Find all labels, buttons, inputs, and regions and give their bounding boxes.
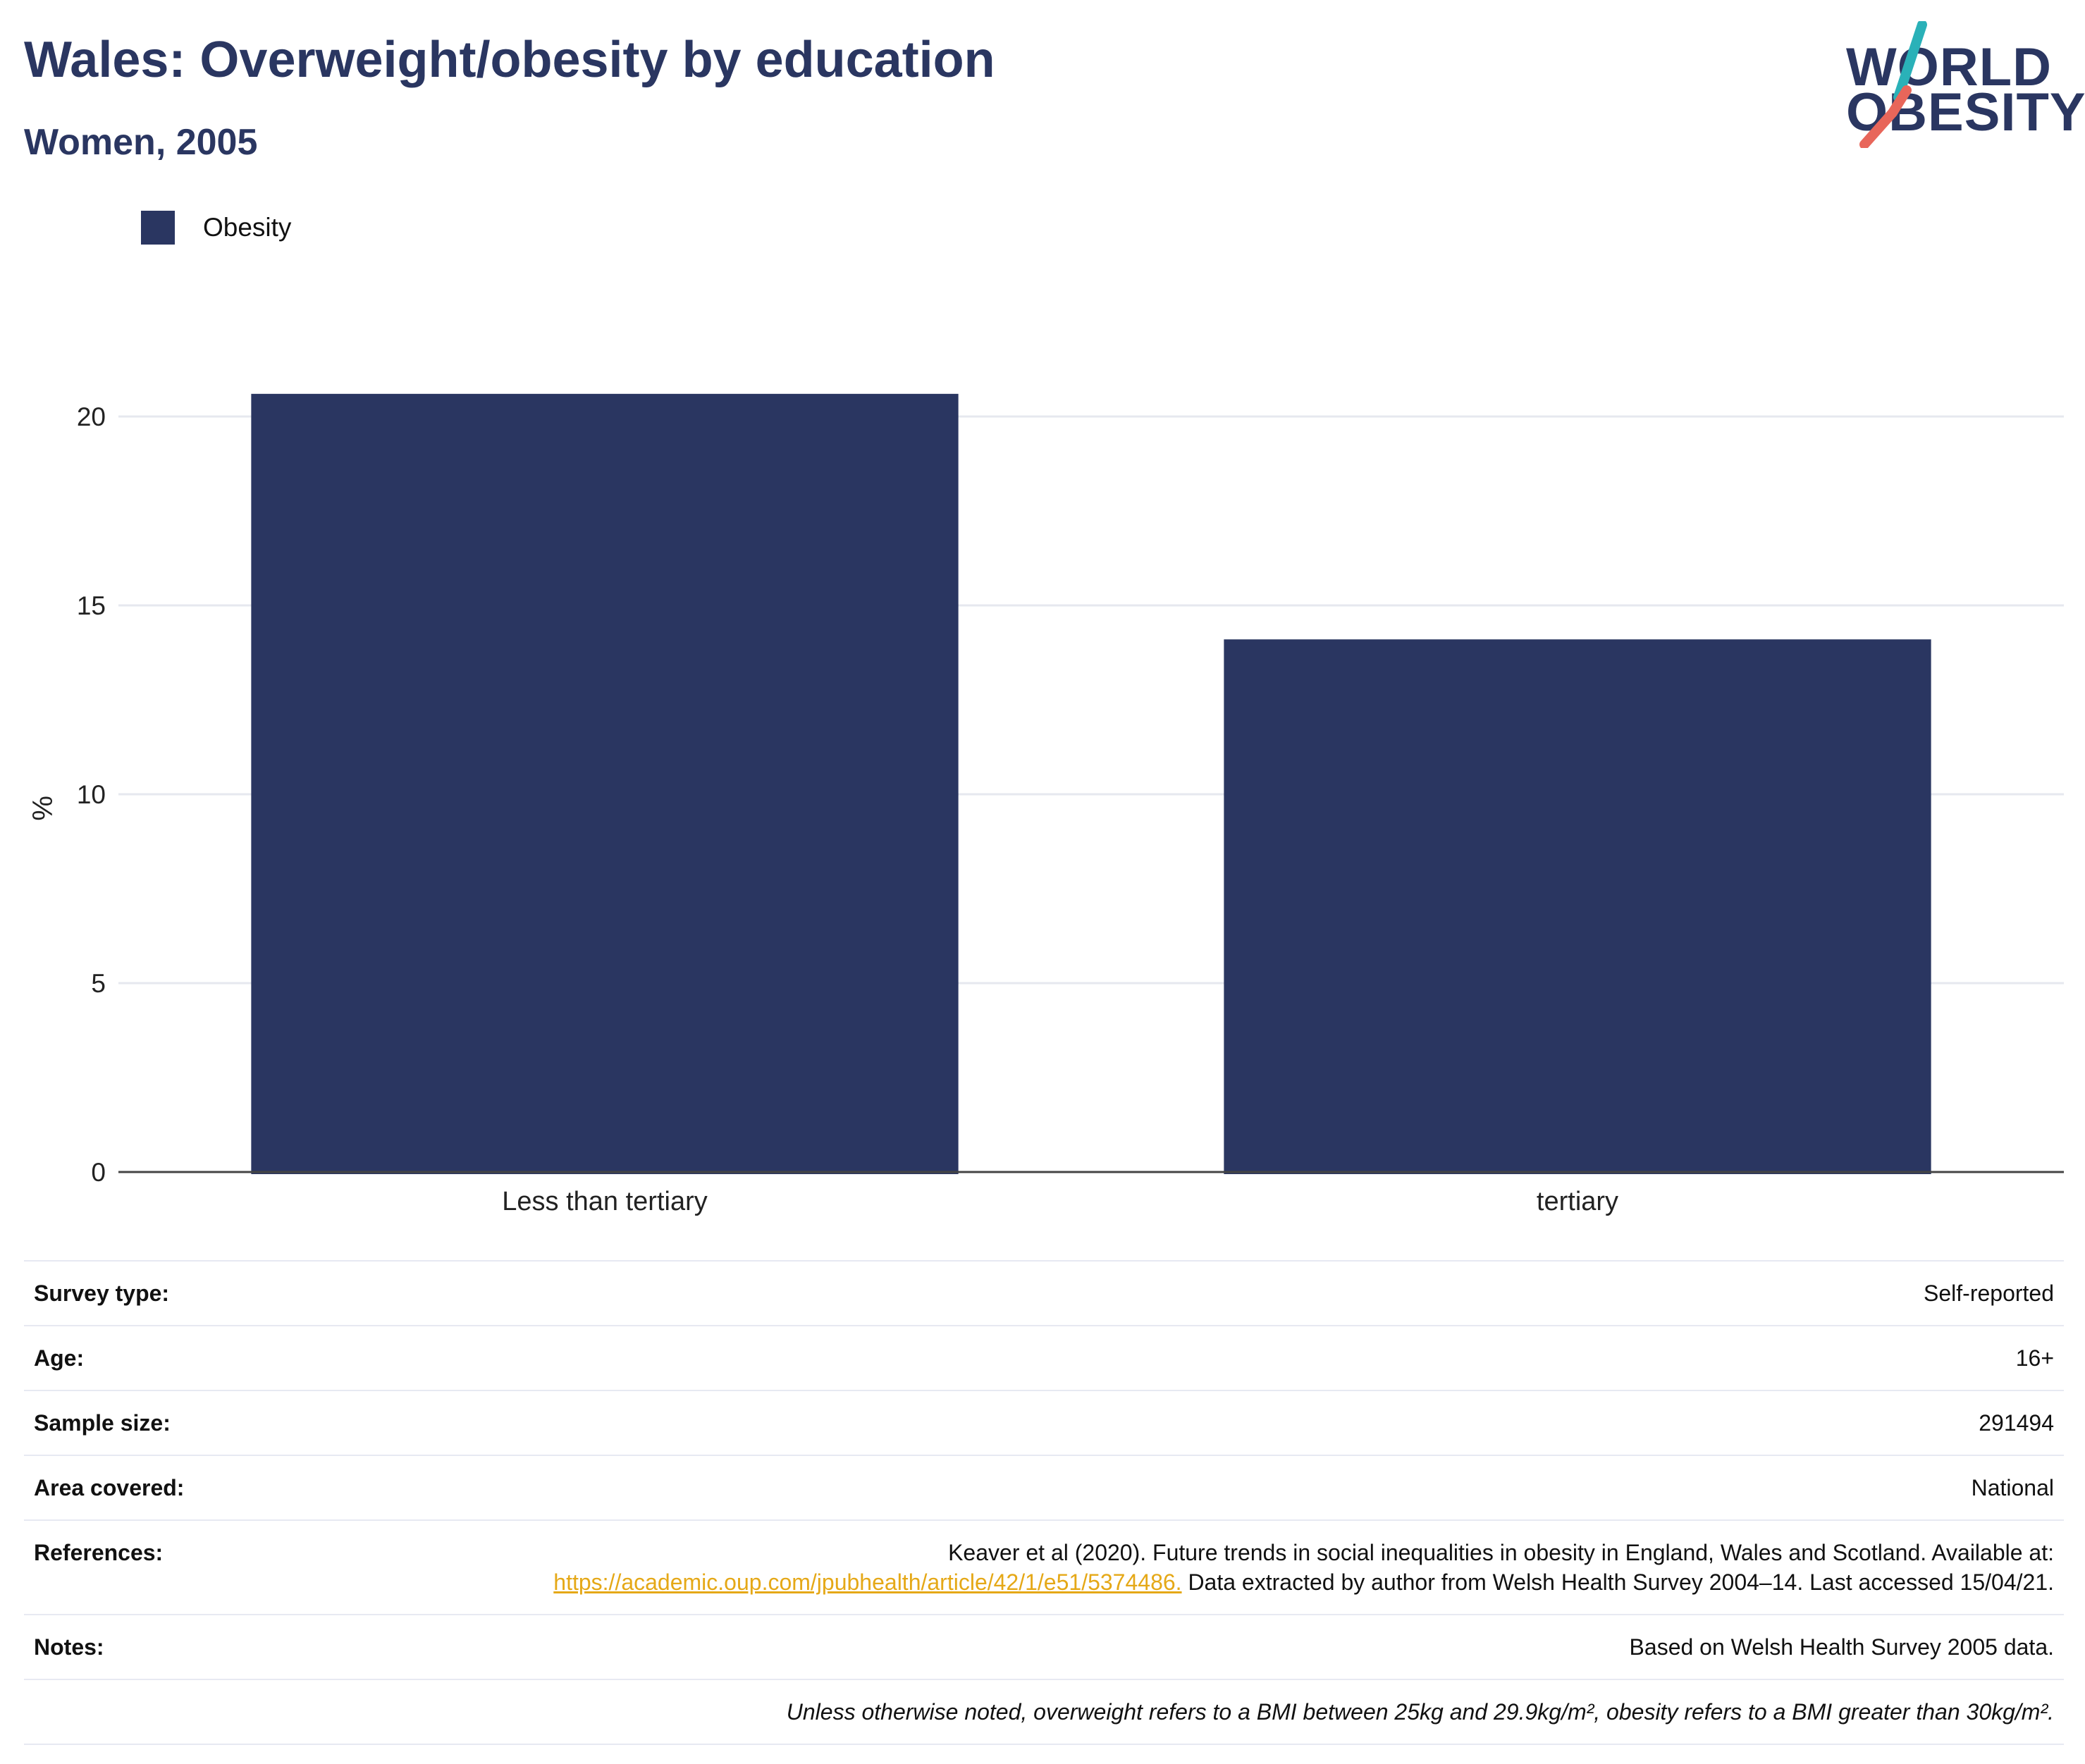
references-text: Keaver et al (2020). Future trends in so… xyxy=(948,1540,2054,1565)
notes-label: Notes: xyxy=(34,1634,104,1660)
bar-0 xyxy=(251,393,959,1174)
references-extra: Data extracted by author from Welsh Heal… xyxy=(1188,1569,2054,1595)
logo-slash-teal xyxy=(1893,21,1927,102)
y-tick-label: 20 xyxy=(77,402,106,431)
chart-legend: Obesity xyxy=(141,210,291,245)
chart-subtitle: Women, 2005 xyxy=(24,122,258,163)
info-row-survey-type: Survey type: Self-reported xyxy=(24,1262,2064,1326)
chart-title: Wales: Overweight/obesity by education xyxy=(24,32,995,88)
sample-size-value: 291494 xyxy=(1979,1410,2054,1436)
y-tick-label: 5 xyxy=(91,969,106,998)
y-tick-label: 0 xyxy=(91,1158,106,1187)
references-value: Keaver et al (2020). Future trends in so… xyxy=(553,1538,2054,1597)
y-tick-label: 15 xyxy=(77,591,106,620)
y-axis-label: % xyxy=(27,796,59,821)
sample-size-label: Sample size: xyxy=(34,1410,171,1436)
legend-swatch-obesity xyxy=(141,211,175,245)
world-obesity-logo: WORLD OBESITY xyxy=(1836,21,2085,148)
legend-label-obesity: Obesity xyxy=(203,213,292,242)
info-row-references: References: Keaver et al (2020). Future … xyxy=(24,1521,2064,1615)
logo-slash-icon xyxy=(1859,21,1927,148)
survey-type-label: Survey type: xyxy=(34,1281,170,1306)
notes-value: Based on Welsh Health Survey 2005 data. xyxy=(1629,1634,2054,1660)
y-tick-label: 10 xyxy=(77,780,106,809)
area-value: National xyxy=(1971,1475,2054,1500)
bmi-footnote: Unless otherwise noted, overweight refer… xyxy=(786,1699,2054,1725)
logo-line-1: WORLD xyxy=(1846,37,2053,97)
age-label: Age: xyxy=(34,1345,85,1371)
bars xyxy=(251,393,1931,1174)
survey-info-table: Survey type: Self-reported Age: 16+ Samp… xyxy=(24,1260,2064,1745)
info-row-footnote: Unless otherwise noted, overweight refer… xyxy=(24,1680,2064,1745)
survey-type-value: Self-reported xyxy=(1924,1281,2054,1306)
logo-slash-coral-upper xyxy=(1888,85,1912,118)
info-row-notes: Notes: Based on Welsh Health Survey 2005… xyxy=(24,1615,2064,1680)
bar-1 xyxy=(1224,639,1931,1174)
bar-chart: 0 5 10 15 20 Less than tertiary tertiary % xyxy=(27,393,2064,1216)
x-tick-label: tertiary xyxy=(1537,1187,1618,1216)
info-row-area: Area covered: National xyxy=(24,1456,2064,1521)
logo-line-2: OBESITY xyxy=(1846,82,2085,142)
x-tick-label: Less than tertiary xyxy=(502,1187,707,1216)
info-row-sample-size: Sample size: 291494 xyxy=(24,1391,2064,1456)
y-axis-ticks: 0 5 10 15 20 xyxy=(77,402,106,1187)
references-link[interactable]: https://academic.oup.com/jpubhealth/arti… xyxy=(553,1569,1182,1595)
info-row-age: Age: 16+ xyxy=(24,1326,2064,1391)
references-label: References: xyxy=(34,1540,164,1565)
logo-slash-coral xyxy=(1859,108,1898,148)
x-axis-ticks: Less than tertiary tertiary xyxy=(502,1187,1618,1216)
age-value: 16+ xyxy=(2015,1345,2054,1371)
area-label: Area covered: xyxy=(34,1475,185,1500)
